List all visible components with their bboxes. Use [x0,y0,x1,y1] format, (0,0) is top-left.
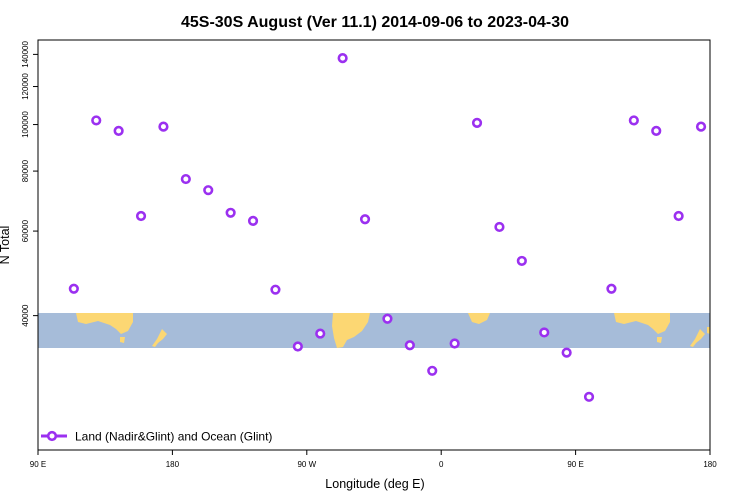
land-shape [332,313,370,348]
x-axis-ticks: 90 E 180 90 W 0 90 E 180 [30,450,717,469]
data-point [404,340,415,351]
data-point [337,53,348,64]
chart-title: 45S-30S August (Ver 11.1) 2014-09-06 to … [181,14,569,31]
y-tick-label: 80000 [21,159,30,182]
data-point [651,125,662,137]
data-point [494,221,505,233]
data-point [203,185,214,196]
y-axis-ticks: 40000 60000 80000 100000 120000 140000 [21,40,38,327]
land-shape [152,329,167,347]
data-point [292,341,303,352]
world-map-band [38,313,710,348]
data-point [427,365,438,376]
data-points [68,53,707,402]
land-shape [690,329,705,347]
land-shape [120,337,125,343]
data-point [382,313,393,324]
legend: Land (Nadir&Glint) and Ocean (Glint) [41,430,272,444]
data-point [606,283,617,294]
legend-marker [46,430,58,442]
data-point [135,210,147,222]
land-shape [707,327,710,334]
data-point [516,255,527,267]
x-tick-label: 90 W [297,460,316,469]
y-tick-label: 40000 [21,304,30,327]
data-point [539,327,550,338]
ocean-band [38,313,710,348]
data-point [561,347,572,358]
data-point [449,338,460,349]
y-axis-label: N Total [0,226,12,265]
legend-label: Land (Nadir&Glint) and Ocean (Glint) [75,430,272,444]
data-point [628,115,639,126]
y-tick-label: 120000 [21,73,30,100]
land-shape [614,313,670,334]
data-point [695,121,707,132]
data-point [359,214,371,225]
data-point [583,391,595,402]
data-point [315,328,326,339]
data-point [113,125,124,137]
land-shape [468,313,490,324]
x-axis-label: Longitude (deg E) [325,477,424,491]
data-point [158,121,169,132]
y-tick-label: 140000 [21,40,30,67]
y-tick-label: 100000 [21,111,30,138]
data-point [471,117,483,128]
data-point [180,173,191,185]
land-shape [657,337,662,343]
data-point [225,207,236,218]
x-tick-label: 90 E [30,460,46,469]
x-tick-label: 90 E [567,460,583,469]
data-point [91,115,102,126]
data-point [68,283,79,294]
x-tick-label: 180 [703,460,717,469]
data-point [270,284,281,295]
x-tick-label: 0 [439,460,444,469]
land-shape [76,313,133,334]
x-tick-label: 180 [166,460,180,469]
plot-frame [37,39,711,451]
y-tick-label: 60000 [21,219,30,242]
data-point [247,215,259,227]
data-point [673,210,684,222]
